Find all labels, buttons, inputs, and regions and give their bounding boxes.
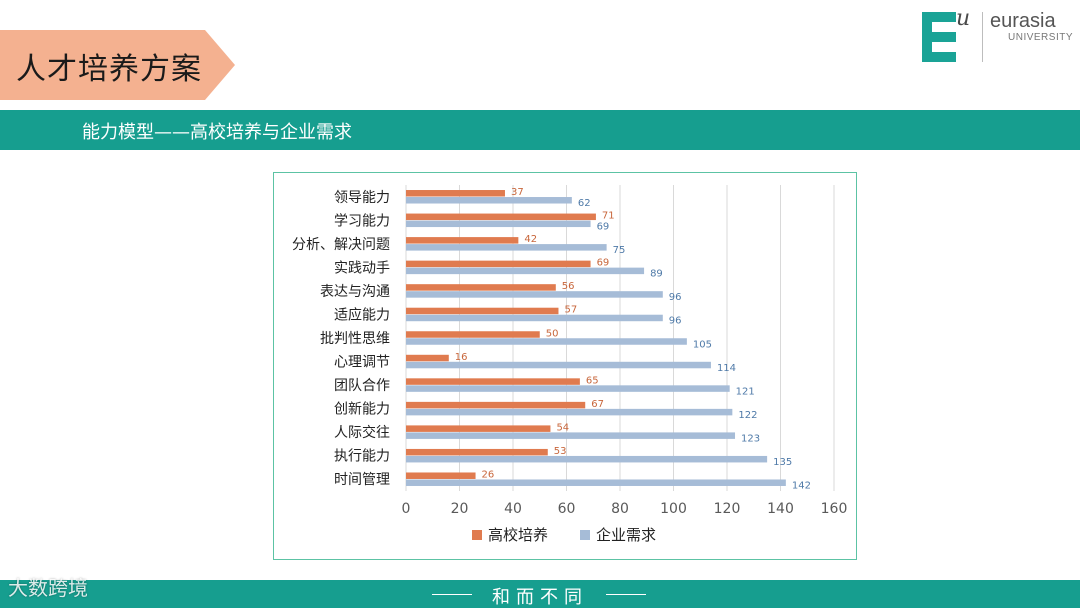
data-label: 75	[613, 245, 626, 256]
section-subtitle: 能力模型——高校培养与企业需求	[82, 122, 352, 143]
bar-enterprise	[406, 385, 730, 392]
category-label: 领导能力	[334, 190, 390, 206]
category-label: 创新能力	[334, 402, 390, 418]
data-label: 96	[669, 316, 682, 327]
data-label: 50	[546, 328, 559, 339]
x-tick-label: 40	[504, 501, 522, 517]
bar-enterprise	[406, 408, 733, 416]
bar-enterprise	[406, 314, 663, 322]
data-label: 57	[564, 305, 577, 316]
bar-enterprise	[406, 361, 711, 369]
legend-swatch	[472, 530, 482, 540]
data-label: 69	[597, 258, 610, 269]
logo-superscript: u	[956, 6, 971, 31]
x-tick-label: 80	[611, 501, 629, 517]
data-label: 135	[773, 457, 792, 468]
bar-university	[406, 331, 540, 338]
bar-university	[406, 354, 449, 362]
university-logo: u eurasia UNIVERSITY	[920, 6, 1080, 66]
category-label: 表达与沟通	[320, 284, 390, 300]
category-label: 分析、解决问题	[292, 237, 390, 253]
data-label: 89	[650, 269, 663, 280]
footer-bar: 和而不同	[0, 580, 1080, 608]
data-label: 114	[717, 363, 736, 374]
footer-line-left	[432, 594, 472, 595]
bar-university	[406, 307, 559, 315]
x-tick-label: 100	[660, 501, 687, 517]
title-banner	[0, 30, 235, 100]
logo-divider	[982, 12, 983, 62]
bar-university	[406, 213, 596, 221]
x-tick-label: 60	[558, 501, 576, 517]
data-label: 26	[482, 469, 495, 480]
data-label: 71	[602, 211, 615, 222]
chart-frame: 0 20 40 60 80 100 120 140 160 领导能力 37 62 学习能力 71 69 分析、…	[273, 172, 857, 560]
data-label: 121	[736, 386, 755, 397]
legend-label: 高校培养	[488, 526, 548, 544]
data-label: 69	[597, 222, 610, 233]
data-label: 54	[556, 422, 569, 433]
bar-enterprise	[406, 432, 736, 439]
logo-name: eurasia	[990, 10, 1056, 32]
category-label: 适应能力	[334, 306, 390, 323]
footer-motto: 和而不同	[492, 587, 588, 608]
legend-label: 企业需求	[596, 526, 656, 544]
bar-enterprise	[406, 479, 786, 486]
bar-enterprise	[406, 220, 591, 228]
bar-enterprise	[406, 291, 663, 298]
data-label: 67	[591, 399, 604, 410]
bar-enterprise	[406, 267, 645, 275]
bar-university	[406, 425, 551, 432]
data-label: 16	[455, 352, 468, 363]
data-label: 37	[511, 187, 524, 198]
logo-subtitle: UNIVERSITY	[1008, 32, 1074, 43]
bar-university	[406, 260, 591, 268]
bar-enterprise	[406, 338, 687, 345]
category-label: 时间管理	[334, 472, 390, 488]
data-label: 65	[586, 375, 599, 386]
x-tick-label: 20	[451, 501, 469, 517]
category-label: 团队合作	[334, 378, 390, 394]
x-tick-label: 140	[767, 501, 794, 517]
bar-university	[406, 237, 519, 244]
data-label: 42	[524, 234, 537, 245]
category-label: 学习能力	[334, 213, 390, 229]
category-label: 实践动手	[334, 260, 390, 276]
watermark: 大数跨境	[8, 576, 88, 600]
data-label: 96	[669, 292, 682, 303]
page-title: 人才培养方案	[16, 52, 202, 87]
data-label: 123	[741, 433, 760, 444]
bar-university	[406, 284, 556, 291]
x-tick-label: 120	[714, 501, 741, 517]
category-label: 执行能力	[334, 449, 390, 465]
bar-university	[406, 190, 505, 197]
logo-e-mark-icon	[922, 12, 956, 62]
category-label: 心理调节	[334, 355, 390, 371]
data-label: 62	[578, 198, 591, 209]
bar-university	[406, 448, 548, 456]
data-label: 105	[693, 339, 712, 350]
subtitle-bar: 能力模型——高校培养与企业需求	[0, 110, 1080, 150]
x-tick-label: 0	[402, 501, 411, 517]
data-label: 142	[792, 480, 811, 491]
x-tick-label: 160	[821, 501, 848, 517]
footer-line-right	[606, 594, 646, 595]
bar-enterprise	[406, 244, 607, 251]
category-label: 批判性思维	[320, 331, 390, 347]
bar-enterprise	[406, 455, 768, 463]
data-label: 122	[738, 410, 757, 421]
bar-enterprise	[406, 197, 572, 204]
data-label: 53	[554, 446, 567, 457]
data-label: 56	[562, 281, 575, 292]
category-label: 人际交往	[334, 424, 390, 441]
bar-university	[406, 401, 586, 409]
bar-university	[406, 378, 580, 385]
bar-university	[406, 472, 476, 479]
legend-swatch	[580, 530, 590, 540]
